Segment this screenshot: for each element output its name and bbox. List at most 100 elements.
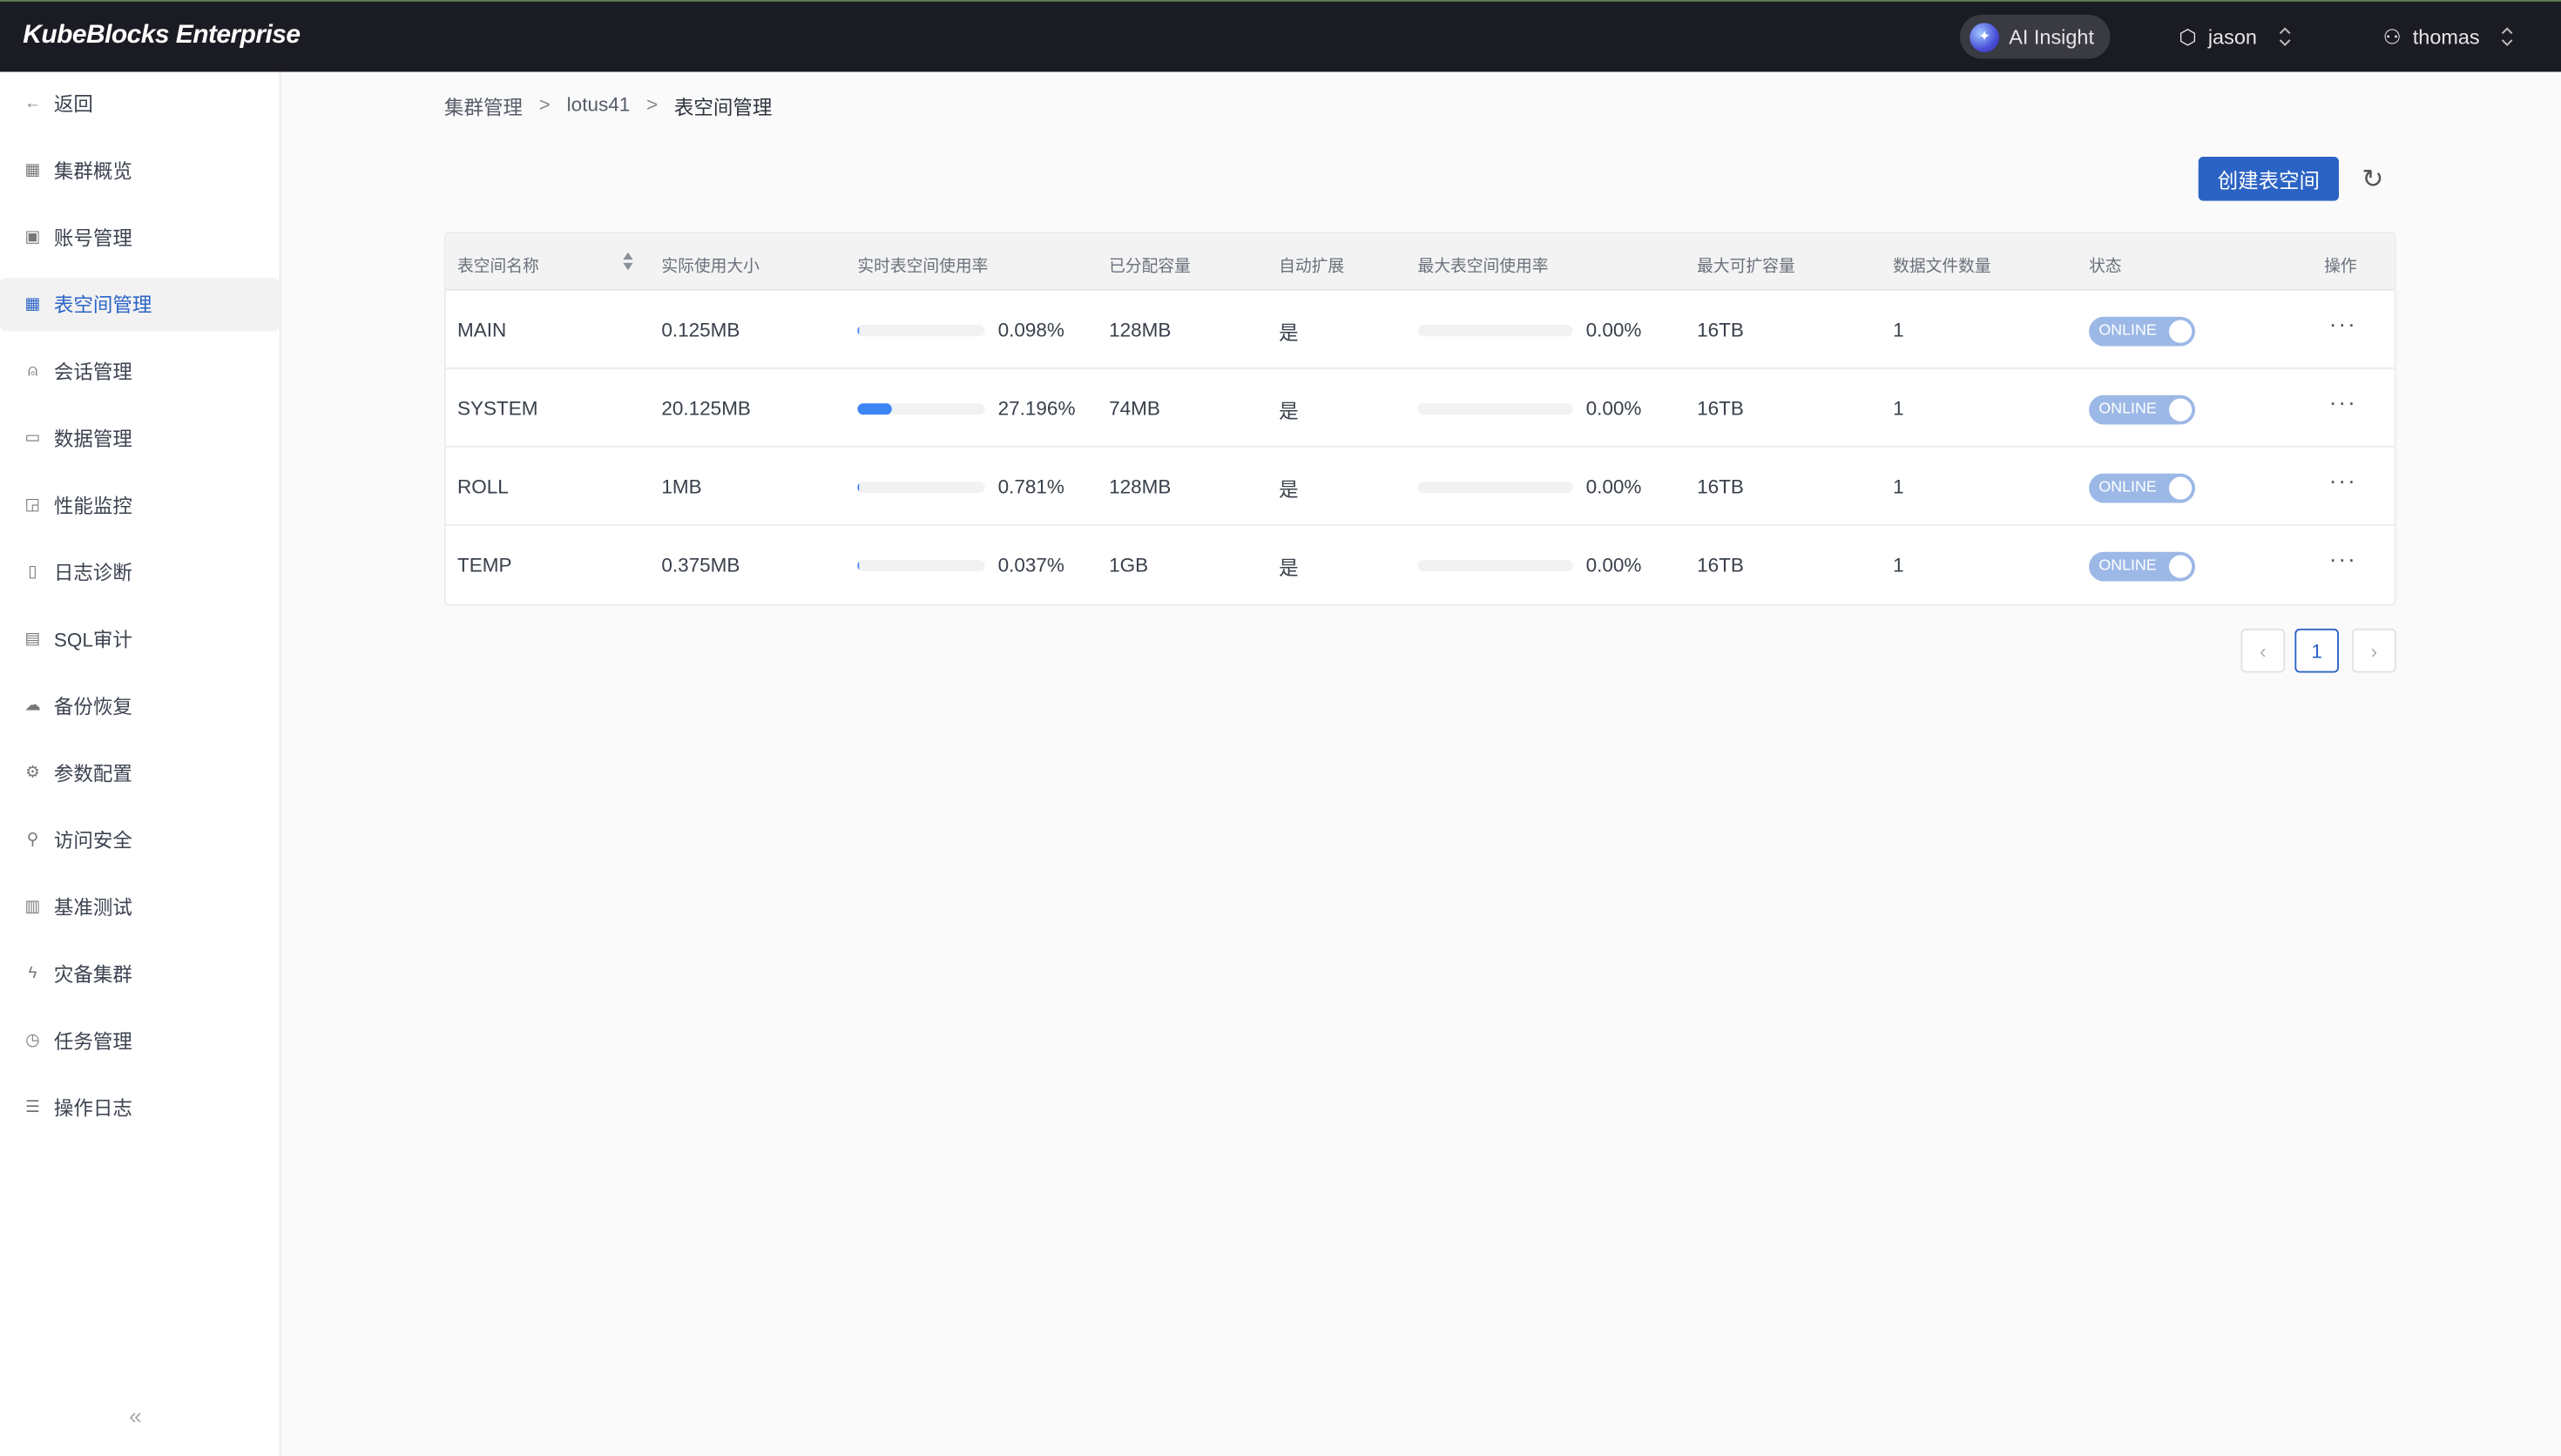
max-usage-rate: 0.00%: [1585, 396, 1642, 420]
arrow-left-icon: ←: [24, 94, 41, 113]
sidebar-item[interactable]: ϟ 灾备集群: [0, 947, 280, 1001]
status-toggle[interactable]: ONLINE: [2089, 316, 2195, 347]
sidebar-item-label: 集群概览: [53, 159, 132, 183]
max-capacity: 16TB: [1697, 318, 1744, 341]
auto-extend: 是: [1279, 400, 1299, 423]
page-button[interactable]: 1: [2294, 628, 2339, 673]
sidebar-item[interactable]: ⚙ 参数配置: [0, 746, 280, 800]
top-bar: KubeBlocks Enterprise ✦ AI Insight ⬡ jason…: [0, 0, 2561, 72]
sidebar-item[interactable]: ▭ 数据管理: [0, 412, 280, 466]
auto-extend: 是: [1279, 321, 1299, 345]
sidebar-item[interactable]: ▤ SQL审计: [0, 612, 280, 666]
chevron-right-icon: >: [646, 92, 659, 117]
data-file-count: 1: [1893, 553, 1904, 576]
chevron-updown-icon: [2502, 27, 2513, 47]
sidebar-item-label: 账号管理: [53, 226, 132, 250]
more-actions-icon[interactable]: ···: [2328, 467, 2357, 494]
file-icon: ▯: [28, 563, 37, 582]
allocated-capacity: 1GB: [1109, 553, 1149, 576]
max-usage-progress-bar: [1417, 560, 1573, 572]
grid-icon: ▦: [24, 161, 41, 180]
sidebar-item[interactable]: ☰ 操作日志: [0, 1081, 280, 1135]
sidebar-item[interactable]: ← 返回: [0, 77, 280, 131]
more-actions-icon[interactable]: ···: [2328, 545, 2357, 572]
table-icon: ▦: [24, 295, 41, 313]
user-selector[interactable]: ⚇ thomas: [2383, 24, 2514, 49]
session-icon: ⍝: [27, 362, 38, 381]
data-file-count: 1: [1893, 475, 1904, 498]
column-header: 最大表空间使用率: [1417, 258, 1549, 276]
ai-insight-button[interactable]: ✦ AI Insight: [1960, 14, 2111, 59]
breadcrumb-item[interactable]: 集群管理: [444, 96, 524, 119]
next-page-button[interactable]: ›: [2352, 628, 2396, 673]
sidebar-item[interactable]: ▣ 账号管理: [0, 211, 280, 265]
logo: KubeBlocks Enterprise: [23, 21, 301, 50]
chart-icon: ◲: [24, 496, 41, 515]
sidebar-item[interactable]: ▦ 集群概览: [0, 144, 280, 198]
sidebar-item-label: 备份恢复: [53, 695, 132, 718]
tablespace-name: TEMP: [457, 553, 512, 576]
sparkle-icon: ✦: [1970, 22, 1999, 52]
sidebar-item-label: 会话管理: [53, 361, 132, 384]
allocated-capacity: 128MB: [1109, 475, 1172, 498]
chevron-right-icon: >: [538, 92, 551, 117]
auto-extend: 是: [1279, 478, 1299, 502]
max-usage-progress-bar: [1417, 482, 1573, 494]
tablespace-name: ROLL: [457, 475, 509, 498]
sidebar-item-label: 性能监控: [53, 495, 132, 518]
sidebar-item-label: 访问安全: [53, 829, 132, 853]
status-toggle[interactable]: ONLINE: [2089, 551, 2195, 582]
status-toggle[interactable]: ONLINE: [2089, 394, 2195, 425]
sidebar-item-label: 参数配置: [53, 762, 132, 785]
usage-progress-bar: [857, 325, 985, 337]
sidebar-item-label: SQL审计: [53, 628, 132, 652]
more-actions-icon[interactable]: ···: [2328, 388, 2357, 415]
sidebar: « ← 返回 ▦ 集群概览 ▣ 账号管理 ▦ 表空间管理 ⍝ 会话管理 ▭ 数据管理 ◲ 性能监控 ▯ 日志诊…: [0, 71, 281, 1456]
data-icon: ▭: [24, 429, 41, 448]
allocated-capacity: 128MB: [1109, 318, 1172, 341]
usage-rate: 0.037%: [997, 553, 1064, 576]
sidebar-item-label: 表空间管理: [53, 293, 152, 317]
tablespace-name: SYSTEM: [457, 396, 538, 420]
sidebar-item[interactable]: ▦ 表空间管理: [0, 277, 280, 332]
sidebar-item-label: 数据管理: [53, 428, 132, 451]
cloud-icon: ☁: [24, 697, 41, 716]
sidebar-item[interactable]: ▥ 基准测试: [0, 880, 280, 934]
sidebar-item[interactable]: ⚲ 访问安全: [0, 813, 280, 867]
sidebar-item-label: 返回: [53, 92, 93, 117]
collapse-sidebar-icon[interactable]: «: [129, 1402, 142, 1429]
create-tablespace-button[interactable]: 创建表空间: [2198, 157, 2339, 201]
data-file-count: 1: [1893, 318, 1904, 341]
sidebar-item[interactable]: ▯ 日志诊断: [0, 545, 280, 599]
list-icon: ☰: [25, 1098, 40, 1117]
more-actions-icon[interactable]: ···: [2328, 310, 2357, 337]
used-size: 0.125MB: [661, 318, 740, 341]
status-toggle[interactable]: ONLINE: [2089, 473, 2195, 503]
allocated-capacity: 74MB: [1109, 396, 1160, 420]
table-row: MAIN 0.125MB 0.098% 128MB 是 0.00% 16TB 1…: [445, 291, 2395, 369]
refresh-icon[interactable]: ↻: [2362, 166, 2384, 195]
sidebar-item-label: 灾备集群: [53, 963, 132, 987]
usage-progress-bar: [857, 403, 985, 415]
max-usage-rate: 0.00%: [1585, 318, 1642, 341]
usage-progress-bar: [857, 560, 985, 572]
sidebar-item[interactable]: ◲ 性能监控: [0, 478, 280, 532]
sidebar-item[interactable]: ⍝ 会话管理: [0, 345, 280, 399]
sidebar-item[interactable]: ☁ 备份恢复: [0, 679, 280, 733]
prev-page-button[interactable]: ‹: [2240, 628, 2286, 673]
column-header: 已分配容量: [1109, 258, 1191, 276]
usage-rate: 0.098%: [997, 318, 1064, 341]
breadcrumb-item[interactable]: lotus41: [566, 92, 631, 117]
column-header: 状态: [2089, 258, 2122, 276]
gear-icon: ⚙: [25, 764, 40, 783]
chevron-updown-icon: [2279, 27, 2291, 47]
max-usage-progress-bar: [1417, 325, 1573, 337]
benchmark-icon: ▥: [24, 898, 41, 916]
org-icon: ⬡: [2179, 26, 2197, 50]
sidebar-item[interactable]: ◷ 任务管理: [0, 1014, 280, 1068]
sort-icon[interactable]: [622, 252, 633, 272]
org-selector[interactable]: ⬡ jason: [2179, 24, 2291, 49]
column-header: 数据文件数量: [1893, 258, 1991, 276]
org-name: jason: [2207, 25, 2257, 49]
sidebar-item-label: 操作日志: [53, 1097, 132, 1121]
